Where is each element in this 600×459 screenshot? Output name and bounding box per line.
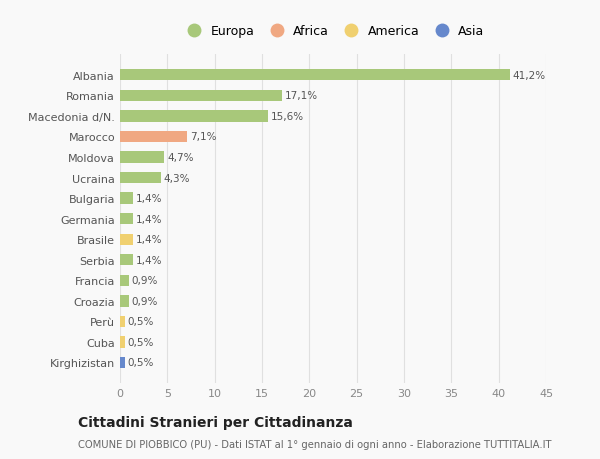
Text: Cittadini Stranieri per Cittadinanza: Cittadini Stranieri per Cittadinanza (78, 415, 353, 429)
Bar (120, 255, 133, 266)
Bar (120, 70, 510, 81)
Text: 1,4%: 1,4% (136, 235, 163, 245)
Text: COMUNE DI PIOBBICO (PU) - Dati ISTAT al 1° gennaio di ogni anno - Elaborazione T: COMUNE DI PIOBBICO (PU) - Dati ISTAT al … (78, 440, 551, 449)
Text: 1,4%: 1,4% (136, 255, 163, 265)
Bar (120, 173, 161, 184)
Bar (120, 357, 125, 368)
Bar (120, 296, 128, 307)
Text: 4,7%: 4,7% (167, 153, 194, 162)
Text: 1,4%: 1,4% (136, 194, 163, 204)
Text: 41,2%: 41,2% (513, 71, 546, 81)
Bar (120, 234, 133, 245)
Text: 17,1%: 17,1% (285, 91, 318, 101)
Bar (120, 90, 282, 102)
Bar (120, 213, 133, 225)
Bar (120, 275, 128, 286)
Text: 0,9%: 0,9% (131, 296, 158, 306)
Text: 0,5%: 0,5% (128, 337, 154, 347)
Bar (120, 111, 268, 122)
Text: 0,5%: 0,5% (128, 317, 154, 327)
Bar (120, 193, 133, 204)
Text: 4,3%: 4,3% (164, 173, 190, 183)
Legend: Europa, Africa, America, Asia: Europa, Africa, America, Asia (182, 25, 484, 38)
Text: 7,1%: 7,1% (190, 132, 217, 142)
Text: 0,5%: 0,5% (128, 358, 154, 368)
Text: 0,9%: 0,9% (131, 276, 158, 285)
Bar (120, 152, 164, 163)
Bar (120, 132, 187, 143)
Text: 1,4%: 1,4% (136, 214, 163, 224)
Bar (120, 316, 125, 327)
Text: 15,6%: 15,6% (271, 112, 304, 122)
Bar (120, 336, 125, 348)
